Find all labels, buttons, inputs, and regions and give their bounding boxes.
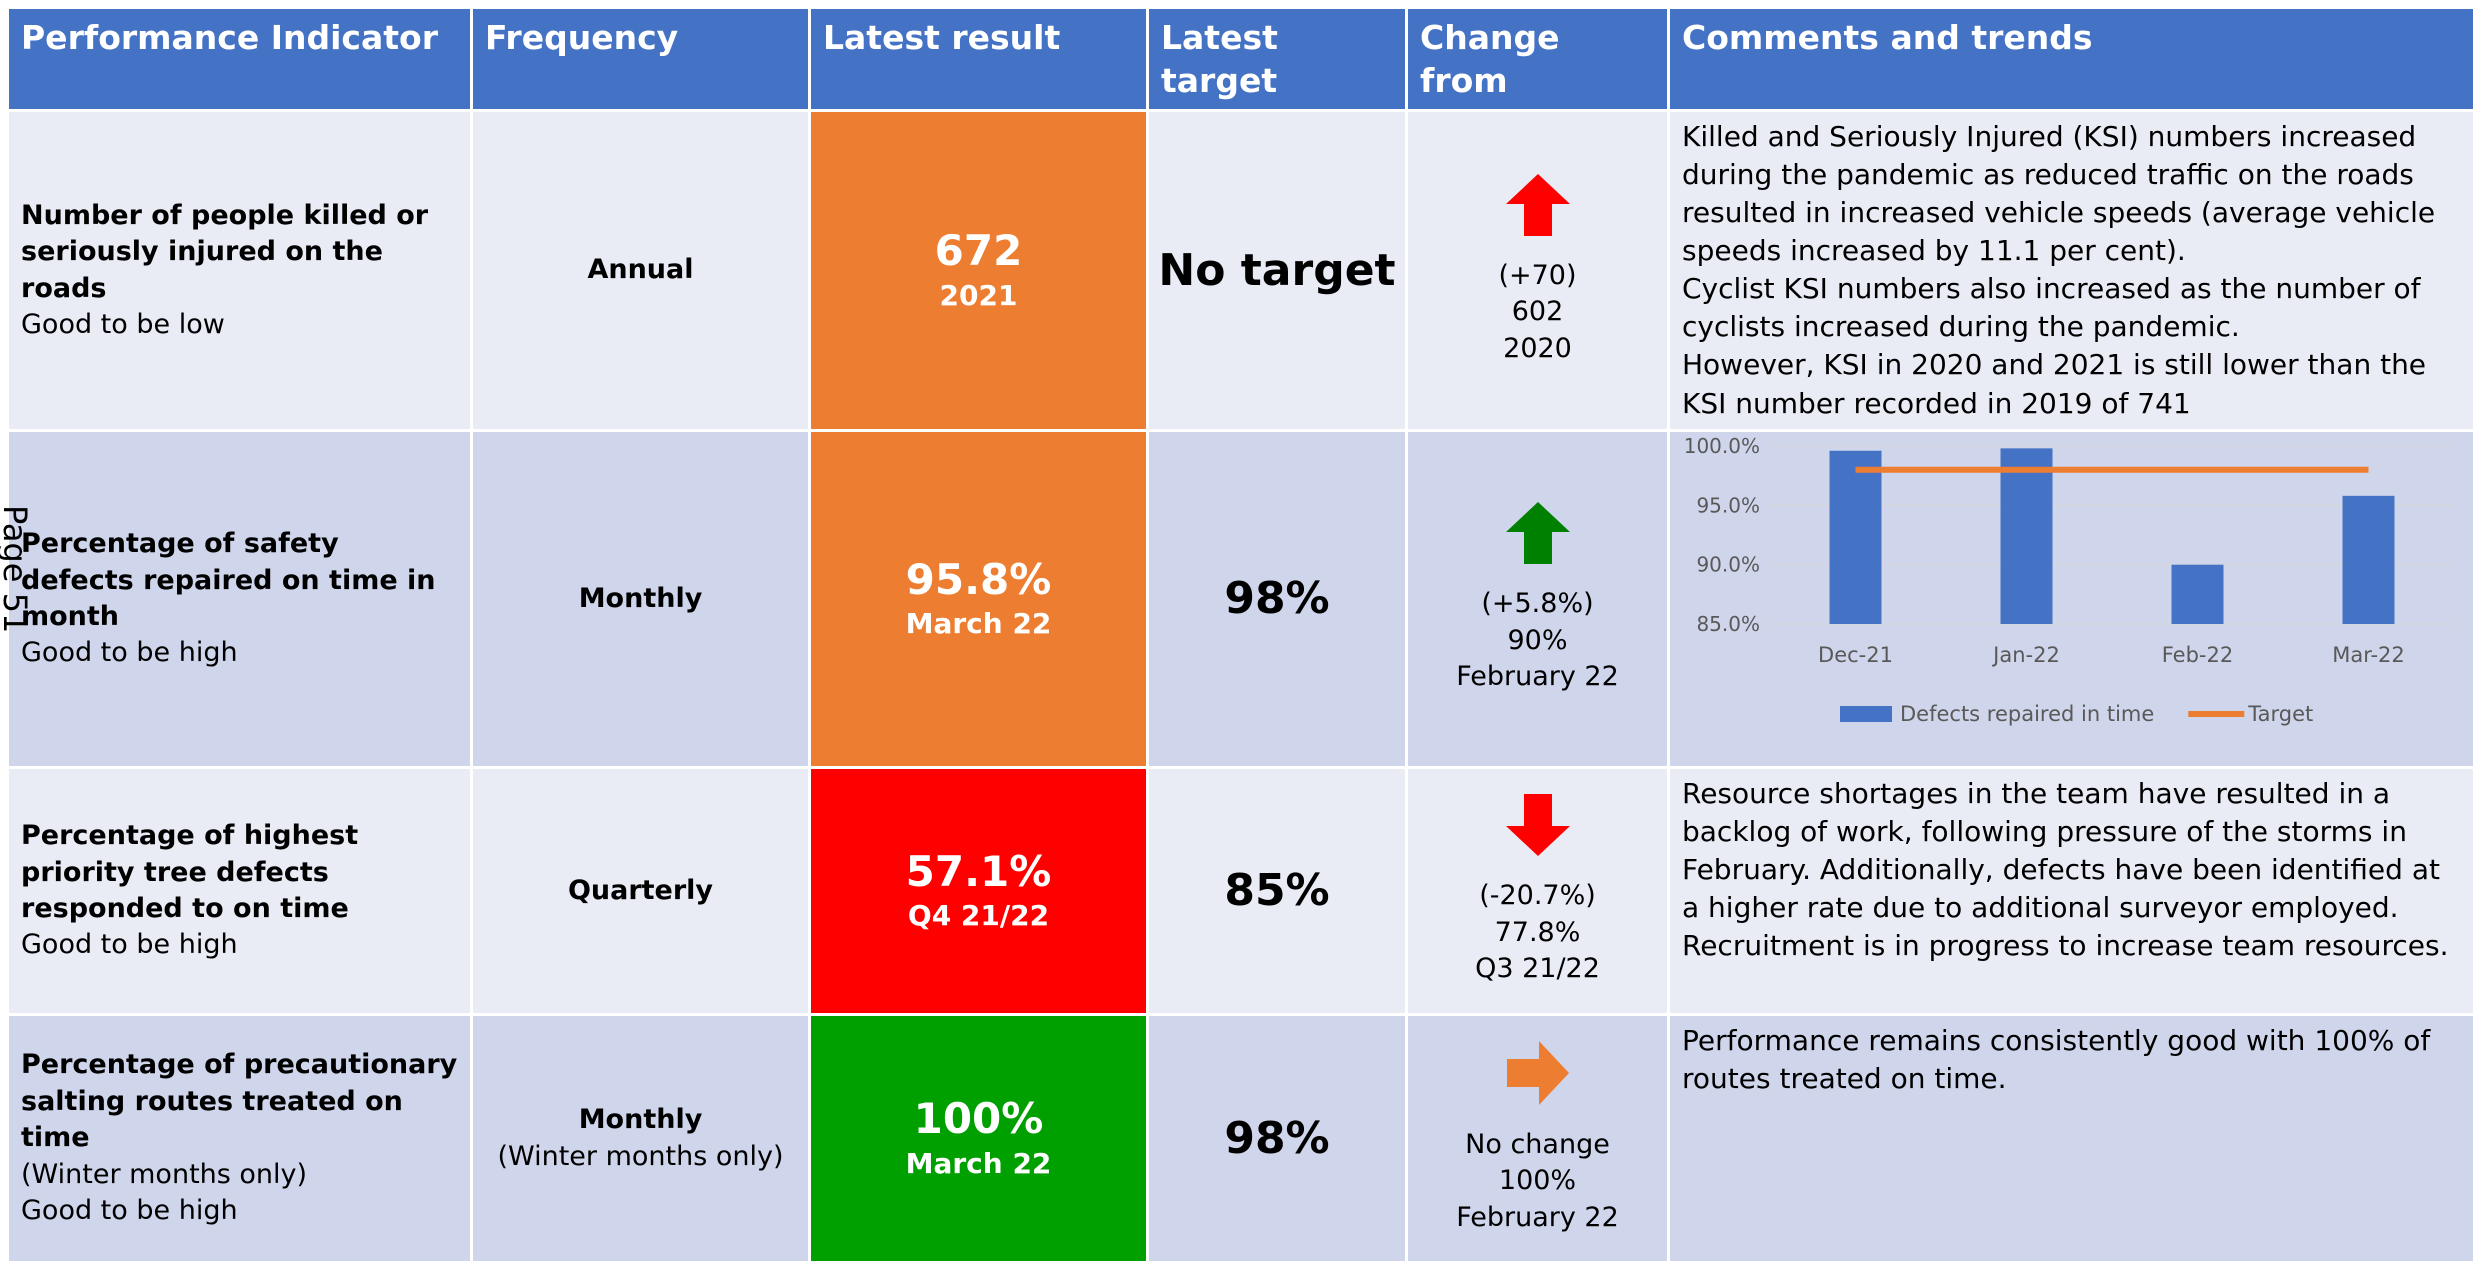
target-value: 98%: [1224, 1112, 1330, 1164]
chart: 85.0% 90.0% 95.0% 100.0% Dec-21 Jan-22 Feb-22 M…: [1684, 434, 2454, 726]
indicator-title: Percentage of highest priority tree defe…: [21, 820, 359, 924]
comment: However, KSI in 2020 and 2021 is still l…: [1682, 348, 2427, 420]
result-value: 95.8%: [905, 554, 1052, 604]
frequency: Annual: [473, 112, 808, 429]
indicator: Percentage of precautionary salting rout…: [9, 1016, 470, 1261]
y-tick-label: 100.0%: [1684, 434, 1760, 458]
arrow-up: [1505, 502, 1570, 565]
header-cell: Frequency: [473, 9, 808, 109]
indicator-note: Good to be low: [21, 308, 225, 340]
change-text: February 22: [1456, 661, 1619, 693]
change-text: 77.8%: [1494, 916, 1581, 948]
change-text: 90%: [1507, 624, 1568, 656]
header-cell: Comments and trends: [1670, 9, 2473, 109]
comment: Performance remains consistently good wi…: [1682, 1024, 2431, 1096]
result-period: Q4 21/22: [907, 899, 1050, 933]
header-cell: Performance Indicator: [9, 9, 470, 109]
result-value: 672: [934, 226, 1023, 276]
indicator: Percentage of safety defects repaired on…: [9, 432, 470, 766]
bar: [2342, 495, 2395, 624]
comments: Performance remains consistently good wi…: [1670, 1016, 2473, 1261]
change: (-20.7%) 77.8% Q3 21/22: [1408, 769, 1667, 1013]
target-value: 85%: [1224, 865, 1330, 917]
indicator-title: Percentage of safety defects repaired on…: [21, 528, 436, 632]
target: No target: [1149, 112, 1405, 429]
target: 85%: [1149, 769, 1405, 1013]
change: (+70) 602 2020: [1408, 112, 1667, 429]
change-text: Q3 21/22: [1475, 953, 1600, 985]
comments: Killed and Seriously Injured (KSI) numbe…: [1670, 112, 2473, 429]
target: 98%: [1149, 432, 1405, 766]
target-value: 98%: [1224, 573, 1330, 625]
result-period: March 22: [905, 1146, 1052, 1180]
indicator: Number of people killed or seriously inj…: [9, 112, 470, 429]
frequency: Quarterly: [473, 769, 808, 1013]
change-text: 100%: [1498, 1165, 1577, 1197]
header-cell: Change from previous result: [1408, 9, 1667, 109]
result-value: 100%: [913, 1094, 1044, 1144]
bar: [2000, 448, 2053, 624]
change-text: 2020: [1503, 332, 1572, 364]
indicator-title: Number of people killed or seriously inj…: [21, 199, 429, 304]
comment: Cyclist KSI numbers also increased as th…: [1682, 272, 2421, 344]
result: 95.8% March 22: [811, 432, 1146, 766]
indicator-title: Percentage of precautionary salting rout…: [21, 1049, 458, 1154]
result-period: March 22: [905, 607, 1052, 641]
page-label: Page 51: [0, 505, 34, 634]
result: 672 2021: [811, 112, 1146, 429]
frequency-text: Monthly: [578, 1104, 703, 1136]
arrow-right: [1506, 1040, 1569, 1105]
y-tick-label: 95.0%: [1696, 493, 1760, 517]
indicator-note: Good to be high: [21, 637, 238, 669]
x-tick-label: Mar-22: [2332, 643, 2405, 667]
comments: Resource shortages in the team have resu…: [1670, 769, 2473, 1013]
frequency: Monthly (Winter months only): [473, 1016, 808, 1261]
frequency: Monthly: [473, 432, 808, 766]
change: No change 100% February 22: [1408, 1016, 1667, 1261]
target: 98%: [1149, 1016, 1405, 1261]
bar: [2171, 564, 2224, 624]
indicator: Percentage of highest priority tree defe…: [9, 769, 470, 1013]
y-tick-label: 90.0%: [1696, 553, 1760, 577]
target-value: No target: [1158, 244, 1396, 296]
result: 57.1% Q4 21/22: [811, 769, 1146, 1013]
frequency-text: Quarterly: [567, 874, 714, 906]
frequency-text: Monthly: [578, 582, 703, 614]
change-text: 602: [1511, 296, 1564, 328]
change: (+5.8%) 90% February 22: [1408, 432, 1667, 766]
x-tick-label: Dec-21: [1818, 643, 1893, 667]
change-text: (+5.8%): [1481, 588, 1594, 620]
indicator-note: Good to be high: [21, 1195, 238, 1227]
indicator-note: (Winter months only): [21, 1158, 308, 1190]
header-cell: Latest target: [1149, 9, 1405, 109]
frequency-text: Annual: [587, 254, 694, 286]
x-tick-label: Jan-22: [1991, 643, 2060, 667]
legend-swatch: [1840, 706, 1892, 722]
x-tick-label: Feb-22: [2162, 643, 2233, 667]
arrow-down: [1505, 794, 1570, 857]
bar: [1829, 450, 1882, 624]
comment: Resource shortages in the team have resu…: [1682, 777, 2449, 963]
change-text: February 22: [1456, 1201, 1619, 1233]
result: 100% March 22: [811, 1016, 1146, 1261]
change-text: No change: [1465, 1128, 1610, 1160]
indicator-note: Good to be high: [21, 929, 238, 961]
header-cell: Latest result: [811, 9, 1146, 109]
comments-chart: 85.0% 90.0% 95.0% 100.0% Dec-21 Jan-22 Feb-22 M…: [1670, 432, 2473, 766]
change-text: (+70): [1498, 259, 1577, 291]
y-tick-label: 85.0%: [1696, 612, 1760, 636]
comment: Killed and Seriously Injured (KSI) numbe…: [1682, 120, 2436, 268]
frequency-note: (Winter months only): [497, 1140, 784, 1172]
change-text: (-20.7%): [1479, 880, 1596, 912]
arrow-up: [1505, 173, 1570, 236]
legend-label: Defects repaired in time: [1900, 702, 2154, 726]
result-value: 57.1%: [905, 846, 1052, 896]
performance-table: Performance Indicator Frequency Latest r…: [9, 9, 2473, 1261]
result-period: 2021: [939, 278, 1018, 312]
legend-label: Target: [2247, 702, 2313, 726]
